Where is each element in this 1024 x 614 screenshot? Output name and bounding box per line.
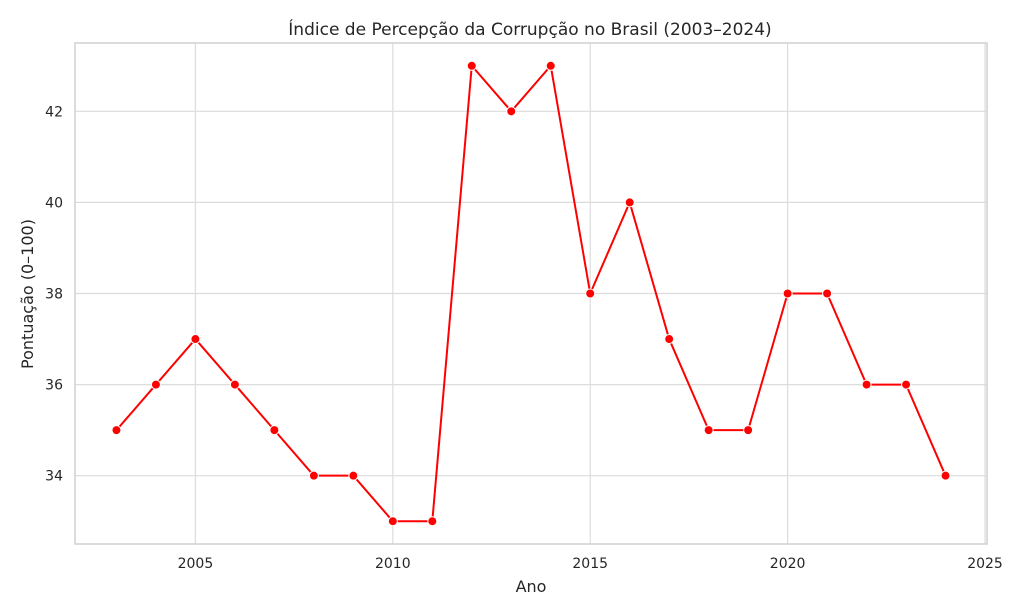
data-point xyxy=(466,60,477,71)
series-line xyxy=(115,64,947,523)
y-tick-label: 40 xyxy=(45,195,63,211)
data-point xyxy=(940,470,951,481)
y-tick-label: 36 xyxy=(45,378,63,394)
x-axis-label: Ano xyxy=(516,577,547,596)
y-tick-label: 34 xyxy=(45,469,63,485)
data-point xyxy=(545,60,556,71)
data-point xyxy=(269,425,280,436)
x-tick-label: 2020 xyxy=(770,556,806,572)
data-point xyxy=(782,288,793,299)
x-tick-label: 2015 xyxy=(572,556,608,572)
data-point xyxy=(703,425,714,436)
x-tick-label: 2005 xyxy=(178,556,214,572)
plot-frame xyxy=(74,42,988,545)
data-point xyxy=(901,379,912,390)
chart-title: Índice de Percepção da Corrupção no Bras… xyxy=(288,18,771,40)
data-point xyxy=(308,470,319,481)
data-point xyxy=(229,379,240,390)
data-point xyxy=(585,288,596,299)
data-point xyxy=(822,288,833,299)
data-point xyxy=(387,516,398,527)
data-point xyxy=(348,470,359,481)
data-point xyxy=(861,379,872,390)
x-tick-label: 2010 xyxy=(375,556,411,572)
x-tick-label: 2025 xyxy=(967,556,1003,572)
data-point xyxy=(664,334,675,345)
data-point xyxy=(506,106,517,117)
data-point xyxy=(111,425,122,436)
tick-labels: 2005 2010 2015 2020 2025 34 36 38 40 42 xyxy=(45,104,1003,572)
grid xyxy=(75,43,987,544)
data-point xyxy=(743,425,754,436)
data-point xyxy=(150,379,161,390)
y-tick-label: 42 xyxy=(45,104,63,120)
y-axis-label: Pontuação (0–100) xyxy=(18,219,37,369)
data-point xyxy=(427,516,438,527)
y-tick-label: 38 xyxy=(45,287,63,303)
data-point xyxy=(624,197,635,208)
data-point xyxy=(190,334,201,345)
series xyxy=(111,60,951,527)
